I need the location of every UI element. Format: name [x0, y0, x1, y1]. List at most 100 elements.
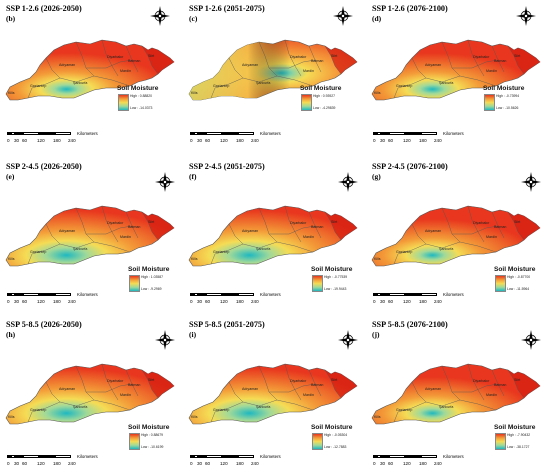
place-label: Batman: [128, 383, 140, 387]
legend-low-value: Low : -12.7883: [324, 445, 347, 449]
scale-segment: [373, 293, 377, 296]
legend-color-ramp: [129, 275, 140, 292]
scale-tick-label: 0: [373, 299, 376, 304]
legend-title: Soil Moisture: [483, 85, 525, 92]
place-label: Batman: [311, 383, 323, 387]
panel-title: SSP 5-8.5 (2026-2050): [6, 320, 82, 329]
place-label: Batman: [128, 225, 140, 229]
scale-segment: [11, 132, 15, 135]
place-label: Mardin: [303, 69, 314, 73]
scale-segment: [421, 293, 437, 296]
scale-segment: [405, 132, 421, 135]
scale-segment: [15, 455, 23, 458]
place-label: Diyarbakır: [290, 379, 307, 383]
panel-label: (g): [372, 172, 381, 181]
legend-title: Soil Moisture: [128, 266, 170, 273]
scale-bar: 0 30 60 120 180 240 Kilometers: [7, 454, 122, 469]
place-label: Gaziantep: [213, 408, 229, 412]
north-arrow-icon: [516, 6, 536, 26]
place-label: Gaziantep: [213, 84, 229, 88]
place-label: Kilis: [191, 415, 198, 419]
place-label: Siirt: [148, 54, 154, 58]
place-label: Diyarbakır: [290, 221, 307, 225]
place-label: Şanlıurfa: [256, 405, 270, 409]
legend-color-ramp: [312, 433, 323, 450]
scale-tick-label: 60: [22, 461, 28, 466]
scale-tick-label: 0: [373, 138, 376, 143]
north-arrow-icon: [333, 6, 353, 26]
place-label: Kilis: [374, 91, 381, 95]
map-panel: SSP 1-2.6 (2076-2100) (d) Siirt Diyarbakır B…: [366, 0, 549, 158]
map-legend: Soil Moisture High : 1.03587 Low : -9.2969: [128, 266, 178, 296]
soil-moisture-map: Siirt Diyarbakır Batman Adıyaman Mardin Şanlı…: [2, 198, 182, 270]
soil-moisture-map: Siirt Diyarbakır Batman Adıyaman Mardin Şanlı…: [185, 32, 365, 104]
scale-unit: Kilometers: [77, 131, 98, 136]
panel-title: SSP 2-4.5 (2026-2050): [6, 162, 82, 171]
scale-segment: [190, 132, 194, 135]
scale-tick-label: 60: [388, 138, 394, 143]
scale-segment: [222, 132, 238, 135]
legend-color-ramp: [118, 94, 129, 111]
scale-tick-label: 240: [251, 461, 259, 466]
panel-title: SSP 1-2.6 (2051-2075): [189, 4, 265, 13]
legend-color-ramp: [312, 275, 323, 292]
scale-segment: [7, 293, 11, 296]
scale-segment: [373, 455, 377, 458]
scale-segment: [377, 455, 381, 458]
scale-tick-label: 120: [37, 461, 45, 466]
scale-segment: [381, 293, 389, 296]
scale-segment: [222, 455, 238, 458]
scale-tick-label: 120: [220, 461, 228, 466]
legend-low-value: Low : -19.9443: [324, 287, 347, 291]
panel-label: (j): [372, 330, 380, 339]
place-label: Batman: [494, 59, 506, 63]
scale-unit: Kilometers: [77, 454, 98, 459]
scale-tick-label: 240: [68, 299, 76, 304]
scale-tick-label: 180: [419, 299, 427, 304]
scale-tick-label: 120: [37, 299, 45, 304]
place-label: Kilis: [191, 91, 198, 95]
scale-tick-label: 0: [373, 461, 376, 466]
map-legend: Soil Moisture High : -0.87700 Low : -11.59…: [494, 266, 544, 296]
map-panel: SSP 1-2.6 (2026-2050) (b) Siirt Diyarbakır B…: [0, 0, 183, 158]
scale-bar: 0 30 60 120 180 240 Kilometers: [190, 131, 305, 146]
scale-segment: [377, 132, 381, 135]
place-label: Siirt: [514, 54, 520, 58]
scale-tick-label: 120: [403, 299, 411, 304]
place-label: Adıyaman: [59, 387, 75, 391]
place-label: Kilis: [8, 257, 15, 261]
scale-tick-label: 120: [37, 138, 45, 143]
place-label: Diyarbakır: [107, 379, 124, 383]
place-label: Gaziantep: [396, 408, 412, 412]
scale-segment: [39, 455, 55, 458]
map-legend: Soil Moisture High : 0.88820 Low : -14.037…: [117, 85, 167, 115]
scale-segment: [381, 455, 389, 458]
scale-unit: Kilometers: [443, 292, 464, 297]
scale-tick-label: 30: [197, 138, 203, 143]
scale-tick-label: 120: [220, 299, 228, 304]
scale-segment: [206, 455, 222, 458]
scale-tick-label: 240: [68, 138, 76, 143]
scale-segment: [377, 293, 381, 296]
panel-label: (e): [6, 172, 15, 181]
scale-segment: [23, 293, 39, 296]
scale-tick-label: 120: [220, 138, 228, 143]
scale-tick-label: 240: [251, 299, 259, 304]
scale-segment: [39, 132, 55, 135]
scale-segment: [198, 293, 206, 296]
scale-tick-label: 240: [434, 461, 442, 466]
place-label: Mardin: [120, 69, 131, 73]
scale-tick-label: 0: [190, 138, 193, 143]
soil-moisture-map: Siirt Diyarbakır Batman Adıyaman Mardin Şanlı…: [2, 356, 182, 428]
place-label: Diyarbakır: [473, 379, 490, 383]
place-label: Mardin: [486, 235, 497, 239]
scale-unit: Kilometers: [260, 292, 281, 297]
place-label: Siirt: [514, 220, 520, 224]
place-label: Batman: [311, 59, 323, 63]
legend-color-ramp: [495, 275, 506, 292]
place-label: Diyarbakır: [473, 55, 490, 59]
map-legend: Soil Moisture High : 0.88679 Low : -10.619…: [128, 424, 178, 454]
place-label: Kilis: [191, 257, 198, 261]
scale-tick-label: 0: [190, 461, 193, 466]
soil-moisture-map: Siirt Diyarbakır Batman Adıyaman Mardin Şanlı…: [368, 198, 548, 270]
